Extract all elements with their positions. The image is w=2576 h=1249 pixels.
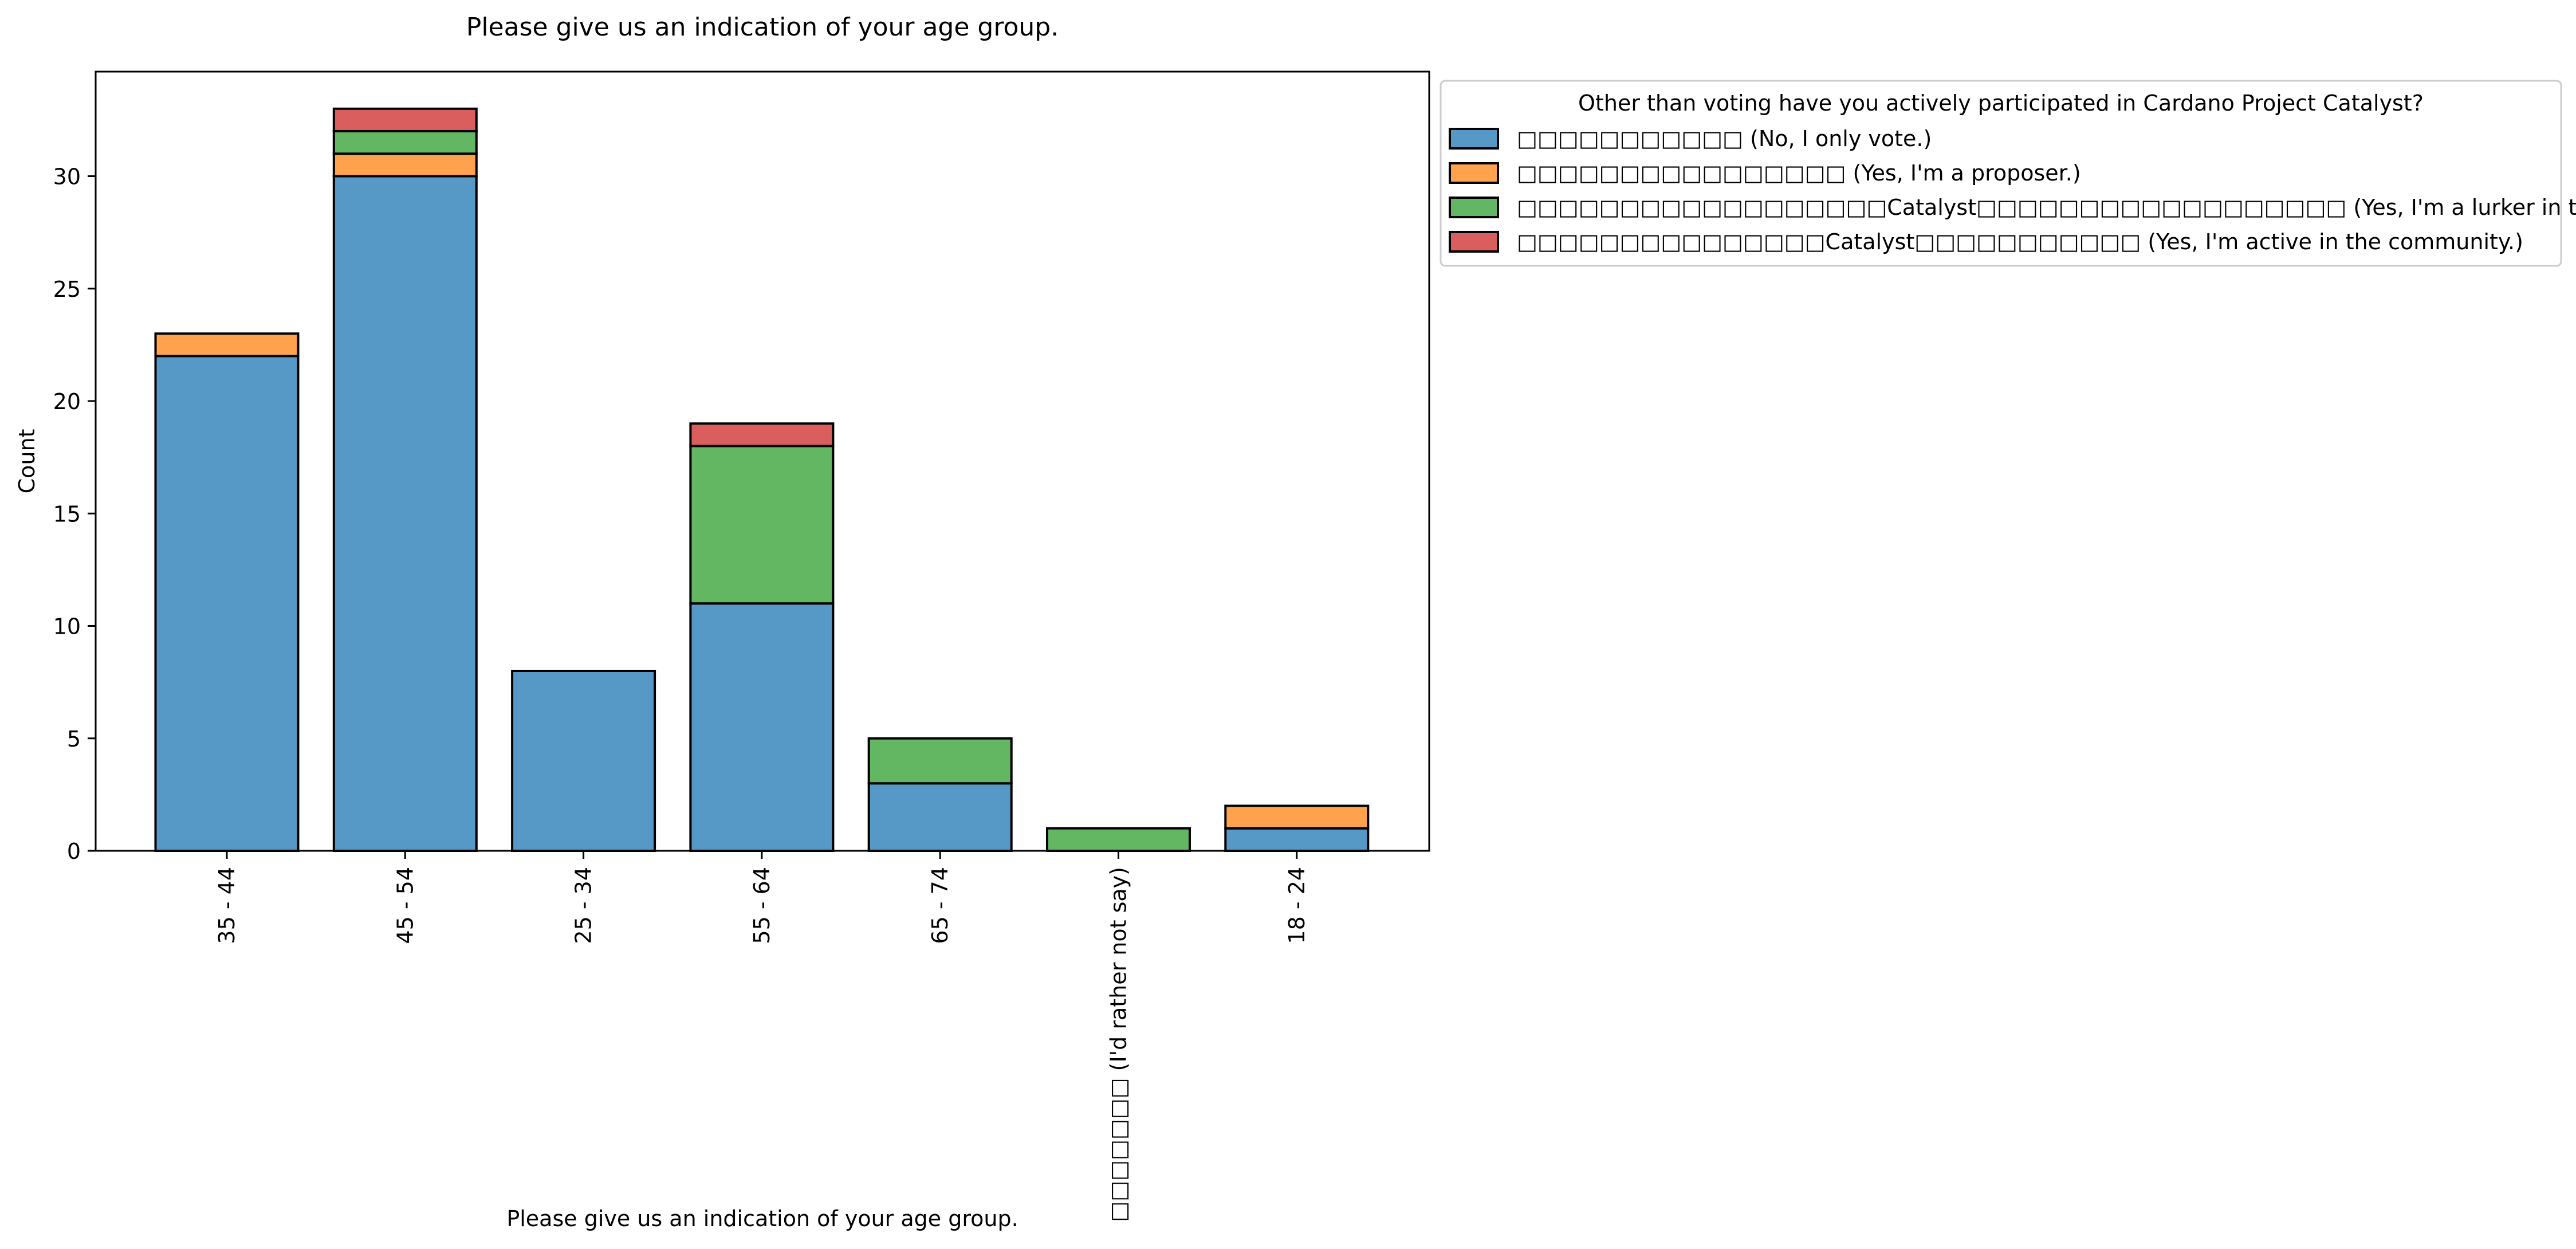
bar-55-64-series-1 — [689, 602, 835, 853]
y-axis-label: Count — [14, 429, 40, 494]
y-tick-label: 10 — [53, 614, 81, 639]
bar-45-54-series-4 — [332, 107, 478, 133]
x-tick-label: 65 - 74 — [927, 867, 953, 944]
legend-title: Other than voting have you actively part… — [1578, 91, 2424, 116]
bar-45-54-series-2 — [332, 152, 478, 178]
bar-35-44-series-2 — [154, 332, 300, 358]
x-axis: 35 - 44 45 - 54 25 - 34 55 - 64 65 - 74 □□□□□… — [214, 851, 1309, 1222]
bar-18-24-series-1 — [1224, 827, 1370, 853]
y-axis: 0 5 10 15 20 25 30 — [53, 164, 96, 864]
legend-swatch — [1449, 128, 1499, 150]
bar-45-54-series-1 — [332, 175, 478, 852]
x-tick-label: 35 - 44 — [214, 867, 239, 944]
x-tick-label: 25 - 34 — [571, 867, 596, 944]
y-tick-label: 30 — [53, 164, 81, 190]
bar-65-74-series-3 — [867, 737, 1013, 785]
bar-55-64-series-4 — [689, 422, 835, 447]
y-tick-label: 15 — [53, 501, 81, 527]
bar-45-54-series-3 — [332, 130, 478, 155]
chart-title: Please give us an indication of your age… — [466, 13, 1059, 42]
bar-18-24-series-2 — [1224, 804, 1370, 830]
y-tick-label: 20 — [53, 389, 81, 414]
y-tick-label: 25 — [53, 277, 81, 302]
bars — [154, 107, 1370, 853]
plot-frame — [95, 70, 1430, 852]
x-tick-label: □□□□□□□ (I'd rather not say) — [1106, 867, 1131, 1222]
bar-55-64-series-3 — [689, 445, 835, 605]
legend-label: □□□□□□□□□□□ (No, I only vote.) — [1517, 126, 1932, 151]
x-tick-label: 55 - 64 — [749, 867, 774, 944]
legend: Other than voting have you actively part… — [1440, 80, 2576, 267]
y-tick-label: 0 — [67, 839, 81, 864]
legend-label: □□□□□□□□□□□□□□□□ (Yes, I'm a proposer.) — [1517, 160, 2081, 186]
bar--i-d-rather-not-say--series-3 — [1046, 827, 1191, 853]
legend-label: □□□□□□□□□□□□□□□□□□Catalyst□□□□□□□□□□□□□□… — [1517, 195, 2576, 220]
x-tick-label: 18 - 24 — [1284, 867, 1309, 944]
legend-swatch — [1449, 197, 1499, 218]
bar-25-34-series-1 — [511, 670, 656, 853]
x-axis-label: Please give us an indication of your age… — [506, 1206, 1018, 1231]
bar-35-44-series-1 — [154, 355, 300, 852]
bar-65-74-series-1 — [867, 782, 1013, 853]
legend-frame — [1440, 80, 2562, 267]
y-tick-label: 5 — [67, 726, 81, 752]
x-tick-label: 45 - 54 — [392, 867, 418, 944]
legend-swatch — [1449, 162, 1499, 184]
legend-label: □□□□□□□□□□□□□□□Catalyst□□□□□□□□□□□ (Yes,… — [1517, 229, 2523, 254]
legend-swatch — [1449, 231, 1499, 253]
